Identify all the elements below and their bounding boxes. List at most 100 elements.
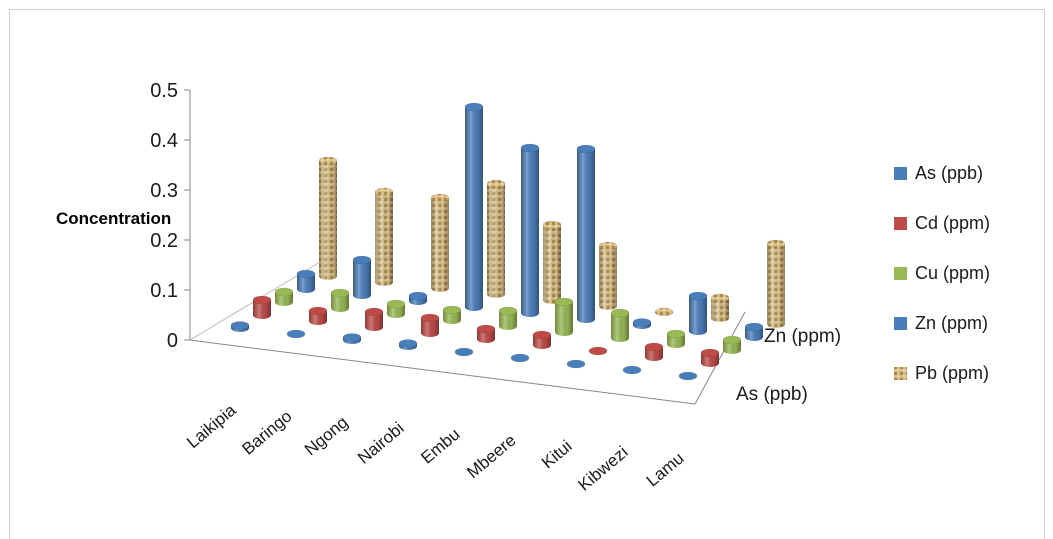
bar-shading — [431, 198, 449, 292]
bar-shading — [767, 244, 785, 328]
bar-cylinder — [510, 353, 530, 363]
bar-cylinder — [588, 346, 608, 356]
depth-label-as: As (ppb) — [736, 384, 808, 405]
bar-shading — [253, 300, 271, 319]
bar-cylinder — [532, 330, 552, 349]
category-label: Mbeere — [463, 431, 519, 483]
bar-shading — [645, 347, 663, 361]
bar-cylinder — [598, 241, 618, 310]
bar-top — [520, 143, 540, 153]
y-tick-label: 0.3 — [150, 180, 178, 202]
y-tick-label: 0.2 — [150, 230, 178, 252]
category-label: Kibwezi — [574, 443, 631, 495]
bar-cylinder — [274, 287, 294, 306]
bar-cylinder — [744, 322, 764, 341]
bar-shading — [375, 192, 393, 286]
bar-shading — [487, 184, 505, 298]
bar-top — [688, 291, 708, 301]
bar-top — [744, 322, 764, 332]
bar-top — [700, 348, 720, 358]
bar-cylinder — [666, 329, 686, 348]
bar-top — [420, 313, 440, 323]
bar-cylinder — [464, 102, 484, 311]
category-label: Embu — [417, 425, 463, 468]
depth-axis-line — [694, 311, 746, 405]
category-label: Baringo — [238, 407, 295, 459]
legend-swatch — [894, 317, 907, 330]
bar-cylinder — [688, 291, 708, 335]
bar-top — [678, 371, 698, 381]
bar-cylinder — [308, 306, 328, 325]
category-label: Kitui — [538, 437, 576, 473]
bar-top — [532, 330, 552, 340]
y-tick-label: 0.4 — [150, 130, 178, 152]
legend: As (ppb) Cd (ppm) Cu (ppm) Zn (ppm) Pb (ppm) — [894, 163, 990, 383]
bar-top — [342, 333, 362, 342]
bar-shading — [499, 311, 517, 330]
bar-shading — [477, 329, 495, 343]
bar-top — [352, 255, 372, 265]
y-tick-group: 0 0.1 0.2 0.3 0.4 0.5 — [150, 80, 190, 352]
y-tick-label: 0.1 — [150, 280, 178, 302]
bar-top — [296, 269, 316, 279]
bar-cylinder — [430, 193, 450, 292]
bar-cylinder — [398, 339, 418, 350]
chart-frame — [9, 9, 1045, 539]
bar-shading — [421, 318, 439, 337]
bar-shading — [365, 312, 383, 331]
bar-cylinder — [610, 308, 630, 342]
bar-top — [632, 318, 652, 327]
bar-cylinder — [296, 269, 316, 293]
bar-cylinder — [352, 255, 372, 299]
bar-top — [510, 353, 530, 363]
bar-top — [230, 321, 250, 330]
bar-top — [464, 102, 484, 112]
category-label: Lamu — [643, 449, 688, 491]
bar-shading — [443, 310, 461, 324]
bar-top — [374, 187, 394, 197]
bar-cylinder — [386, 299, 406, 318]
legend-label: Cu (ppm) — [915, 263, 990, 283]
bar-top — [430, 193, 450, 203]
bar-cylinder — [644, 342, 664, 361]
bar-shading — [543, 225, 561, 304]
bar-cylinder — [554, 297, 574, 336]
bar-shading — [723, 340, 741, 354]
legend-swatch — [894, 217, 907, 230]
bar-shading — [309, 311, 327, 325]
bar-top — [318, 156, 338, 166]
bar-cylinder — [632, 318, 652, 329]
bar-shading — [745, 327, 763, 341]
legend-label: Pb (ppm) — [915, 363, 989, 383]
bar-top — [766, 239, 786, 249]
bar-shading — [331, 293, 349, 312]
bar-cylinder — [576, 144, 596, 323]
bar-cylinder — [476, 324, 496, 343]
bar-top — [610, 308, 630, 318]
bar-shading — [465, 107, 483, 311]
bar-top — [622, 365, 642, 375]
bar-cylinder — [286, 329, 306, 339]
y-tick-label: 0.5 — [150, 80, 178, 102]
bar-shading — [555, 302, 573, 336]
legend-swatch — [894, 367, 907, 380]
bar-cylinder — [654, 307, 674, 317]
category-label: Laikipia — [183, 400, 240, 452]
bar-shading — [319, 161, 337, 280]
bar-cylinder — [454, 347, 474, 357]
bar-top — [252, 295, 272, 305]
category-label: Nairobi — [354, 419, 407, 468]
bar-cylinder — [318, 156, 338, 280]
bar-cylinder — [700, 348, 720, 367]
bar-cylinder — [722, 335, 742, 354]
bar-top — [666, 329, 686, 339]
bar-shading — [611, 313, 629, 342]
bar-cylinder — [486, 179, 506, 298]
bar-shading — [577, 149, 595, 323]
depth-label-zn: Zn (ppm) — [764, 326, 841, 347]
bar-cylinder — [408, 291, 428, 305]
bar-top — [710, 293, 730, 303]
bar-shading — [701, 353, 719, 367]
bar-cylinder — [678, 371, 698, 381]
